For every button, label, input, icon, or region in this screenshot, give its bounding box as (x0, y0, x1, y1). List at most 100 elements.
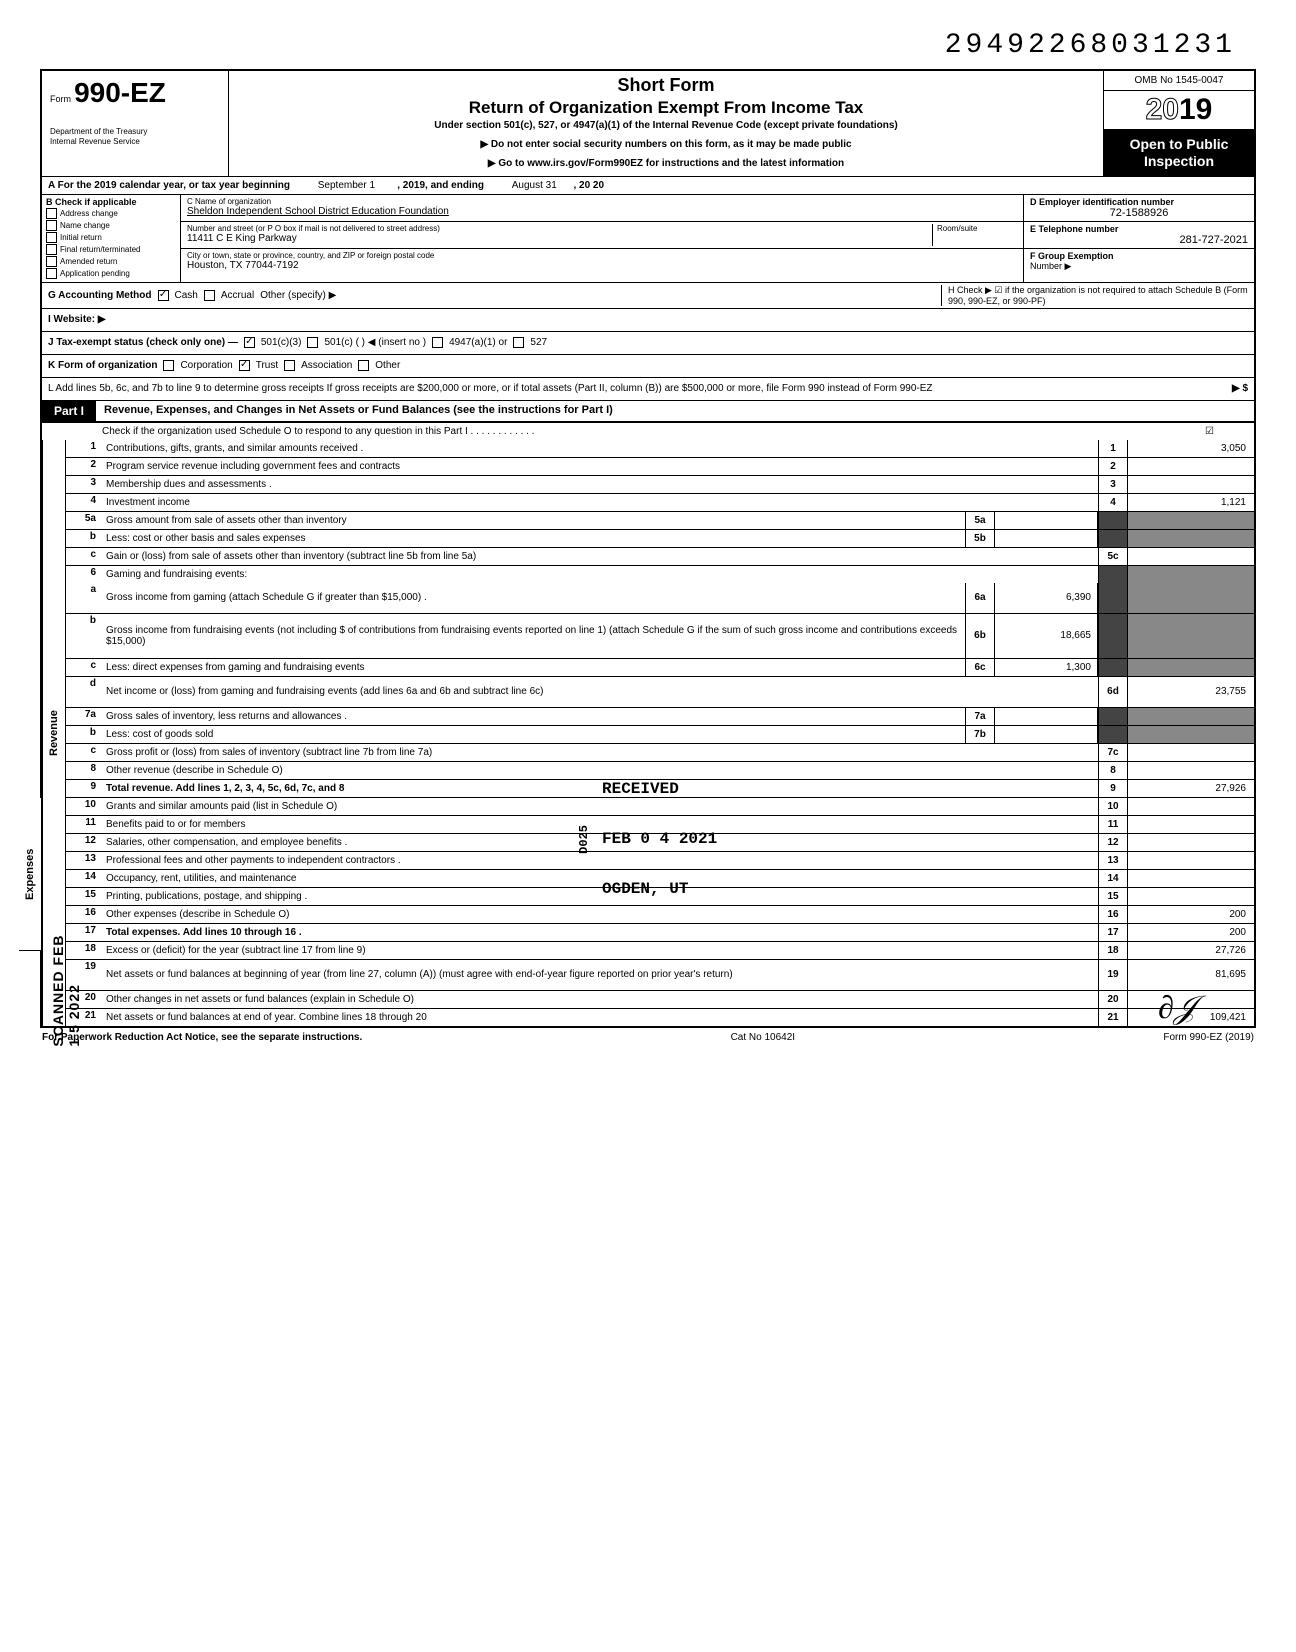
b-item-0: Address change (60, 209, 118, 218)
chk-association[interactable] (284, 360, 295, 371)
ln15-desc: Printing, publications, postage, and shi… (102, 888, 1098, 905)
chk-application-pending[interactable] (46, 268, 57, 279)
footer-right: Form 990-EZ (2019) (1163, 1032, 1254, 1043)
check-o-box[interactable]: ☑ (1205, 426, 1214, 437)
ln16-num: 16 (66, 906, 102, 923)
footer-left: For Paperwork Reduction Act Notice, see … (42, 1032, 362, 1043)
row-a-end: August 31 (512, 180, 557, 191)
chk-final-return[interactable] (46, 244, 57, 255)
ln6a-num: a (66, 583, 102, 613)
chk-527[interactable] (513, 337, 524, 348)
ln15-val (1128, 888, 1254, 905)
ln6-rshade (1098, 566, 1128, 583)
ln7c-val (1128, 744, 1254, 761)
ln7b-mnum: 7b (965, 726, 995, 743)
ln7b-rshade (1098, 726, 1128, 743)
b-item-5: Application pending (60, 269, 130, 278)
footer-row: For Paperwork Reduction Act Notice, see … (40, 1028, 1256, 1047)
ln7b-num: b (66, 726, 102, 743)
ln6b-num: b (66, 614, 102, 658)
ln5a-rshade2 (1128, 512, 1254, 529)
ln6b-rshade (1098, 614, 1128, 658)
ln18-rnum: 18 (1098, 942, 1128, 959)
omb-number: OMB No 1545-0047 (1104, 71, 1254, 91)
ln13-rnum: 13 (1098, 852, 1128, 869)
part1-table: RECEIVED D025 FEB 0 4 2021 OGDEN, UT Rev… (40, 440, 1256, 1028)
chk-trust[interactable] (239, 360, 250, 371)
row-a-begin: September 1 (318, 180, 375, 191)
ln5b-desc: Less: cost or other basis and sales expe… (102, 530, 965, 547)
ln6b-mval: 18,665 (995, 614, 1098, 658)
chk-name-change[interactable] (46, 220, 57, 231)
ln5a-rshade (1098, 512, 1128, 529)
ln9-num: 9 (66, 780, 102, 797)
ln21-rnum: 21 (1098, 1009, 1128, 1026)
dept-block: Department of the Treasury Internal Reve… (50, 127, 220, 146)
ln8-rnum: 8 (1098, 762, 1128, 779)
ln6a-mval: 6,390 (995, 583, 1098, 613)
ln4-rnum: 4 (1098, 494, 1128, 511)
ln5c-num: c (66, 548, 102, 565)
title-cell: Short Form Return of Organization Exempt… (229, 71, 1103, 176)
ln12-rnum: 12 (1098, 834, 1128, 851)
c-addr-row: Number and street (or P O box if mail is… (181, 222, 1023, 249)
ln18-val: 27,726 (1128, 942, 1254, 959)
e-phone-row: E Telephone number 281-727-2021 (1024, 222, 1254, 249)
ln6b-mnum: 6b (965, 614, 995, 658)
chk-4947[interactable] (432, 337, 443, 348)
col-b-checkboxes: B Check if applicable Address change Nam… (42, 195, 181, 282)
chk-amended-return[interactable] (46, 256, 57, 267)
chk-other-org[interactable] (358, 360, 369, 371)
ln6a-mnum: 6a (965, 583, 995, 613)
form-prefix: Form (50, 94, 71, 104)
ln8-val (1128, 762, 1254, 779)
ln21-desc: Net assets or fund balances at end of ye… (102, 1009, 1098, 1026)
ln5b-rshade2 (1128, 530, 1254, 547)
ln20-rnum: 20 (1098, 991, 1128, 1008)
chk-501c[interactable] (307, 337, 318, 348)
g-accrual: Accrual (221, 290, 254, 301)
row-a-suffix: , 20 20 (573, 180, 604, 191)
ln2-num: 2 (66, 458, 102, 475)
ln6-rshade2 (1128, 566, 1254, 583)
ln6c-mval: 1,300 (995, 659, 1098, 676)
tax-year: 2019 (1104, 91, 1254, 130)
c-name-label: C Name of organization (187, 197, 1017, 206)
f-label: F Group Exemption (1030, 251, 1114, 261)
chk-501c3[interactable] (244, 337, 255, 348)
f-group-row: F Group Exemption Number ▶ (1024, 249, 1254, 275)
ln14-desc: Occupancy, rent, utilities, and maintena… (102, 870, 1098, 887)
row-a-tax-year: A For the 2019 calendar year, or tax yea… (40, 176, 1256, 195)
ln9-rnum: 9 (1098, 780, 1128, 797)
lines-revenue: 1Contributions, gifts, grants, and simil… (66, 440, 1254, 1026)
ln7c-num: c (66, 744, 102, 761)
ln11-num: 11 (66, 816, 102, 833)
ln14-rnum: 14 (1098, 870, 1128, 887)
ln10-rnum: 10 (1098, 798, 1128, 815)
ln17-desc: Total expenses. Add lines 10 through 16 … (102, 924, 1098, 941)
d-value: 72-1588926 (1030, 207, 1248, 219)
row-l-gross-receipts: L Add lines 5b, 6c, and 7b to line 9 to … (40, 378, 1256, 400)
chk-accrual[interactable] (204, 290, 215, 301)
ln1-rnum: 1 (1098, 440, 1128, 457)
c-addr-label: Number and street (or P O box if mail is… (187, 224, 932, 233)
chk-address-change[interactable] (46, 208, 57, 219)
chk-corporation[interactable] (163, 360, 174, 371)
b-item-1: Name change (60, 221, 110, 230)
ln6a-rshade (1098, 583, 1128, 613)
ln7c-desc: Gross profit or (loss) from sales of inv… (102, 744, 1098, 761)
h-text: H Check ▶ ☑ if the organization is not r… (941, 285, 1248, 306)
info-grid: B Check if applicable Address change Nam… (40, 195, 1256, 282)
ln19-desc: Net assets or fund balances at beginning… (102, 960, 1098, 990)
chk-initial-return[interactable] (46, 232, 57, 243)
dln-number: 29492268031231 (40, 30, 1256, 61)
open-public-2: Inspection (1108, 153, 1250, 170)
ln14-num: 14 (66, 870, 102, 887)
b-header: B Check if applicable (46, 197, 176, 207)
ln7a-desc: Gross sales of inventory, less returns a… (102, 708, 965, 725)
ln11-rnum: 11 (1098, 816, 1128, 833)
ln7b-mval (995, 726, 1098, 743)
chk-cash[interactable] (158, 290, 169, 301)
c-addr-value: 11411 C E King Parkway (187, 233, 297, 244)
ln6-num: 6 (66, 566, 102, 583)
